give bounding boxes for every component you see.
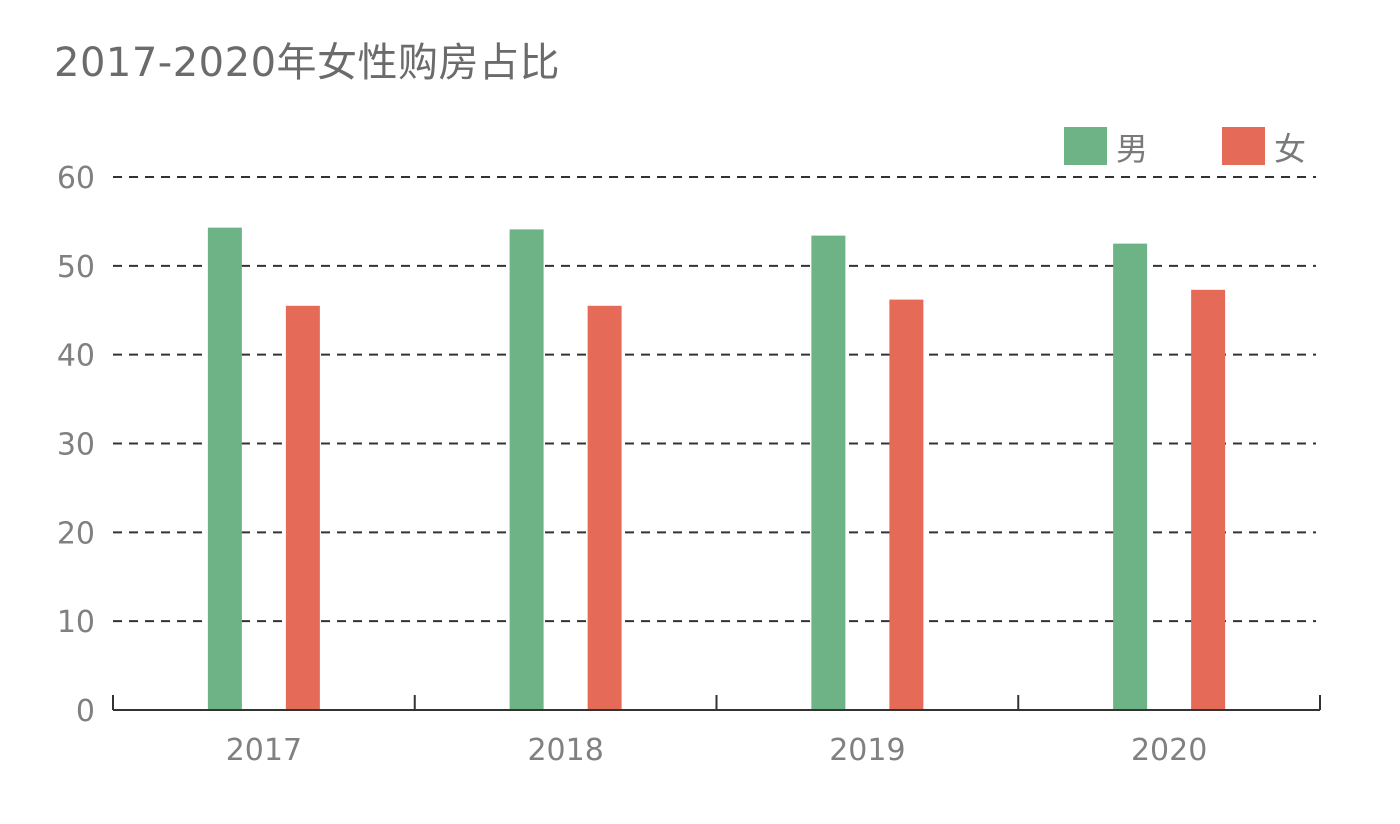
legend-label-male: 男 <box>1116 130 1148 168</box>
legend: 男女 <box>1064 127 1306 168</box>
x-tick-label: 2019 <box>829 733 905 768</box>
bars <box>207 227 1226 710</box>
x-axis <box>112 695 1321 711</box>
y-axis-ticks: 0 10 20 30 40 50 60 <box>57 161 95 729</box>
bar-male-2018 <box>509 229 544 710</box>
y-tick-label: 40 <box>57 339 95 374</box>
bar-female-2019 <box>889 299 924 710</box>
y-tick-label: 30 <box>57 428 95 463</box>
legend-swatch-male <box>1064 127 1107 165</box>
bar-female-2017 <box>285 305 320 710</box>
legend-swatch-female <box>1222 127 1265 165</box>
bar-male-2019 <box>811 235 846 710</box>
y-tick-label: 0 <box>76 694 95 729</box>
y-tick-label: 20 <box>57 516 95 551</box>
chart-title: 2017-2020年女性购房占比 <box>54 40 561 86</box>
bar-female-2020 <box>1191 289 1226 710</box>
x-axis-ticks: 2017 2018 2019 2020 <box>226 733 1208 768</box>
y-tick-label: 50 <box>57 250 95 285</box>
x-tick-label: 2020 <box>1131 733 1207 768</box>
legend-label-female: 女 <box>1274 130 1306 168</box>
x-tick-label: 2018 <box>527 733 603 768</box>
bar-male-2017 <box>207 227 242 710</box>
y-tick-label: 60 <box>57 161 95 196</box>
bar-female-2018 <box>587 305 622 710</box>
bar-male-2020 <box>1113 243 1148 710</box>
y-tick-label: 10 <box>57 605 95 640</box>
x-tick-label: 2017 <box>226 733 302 768</box>
